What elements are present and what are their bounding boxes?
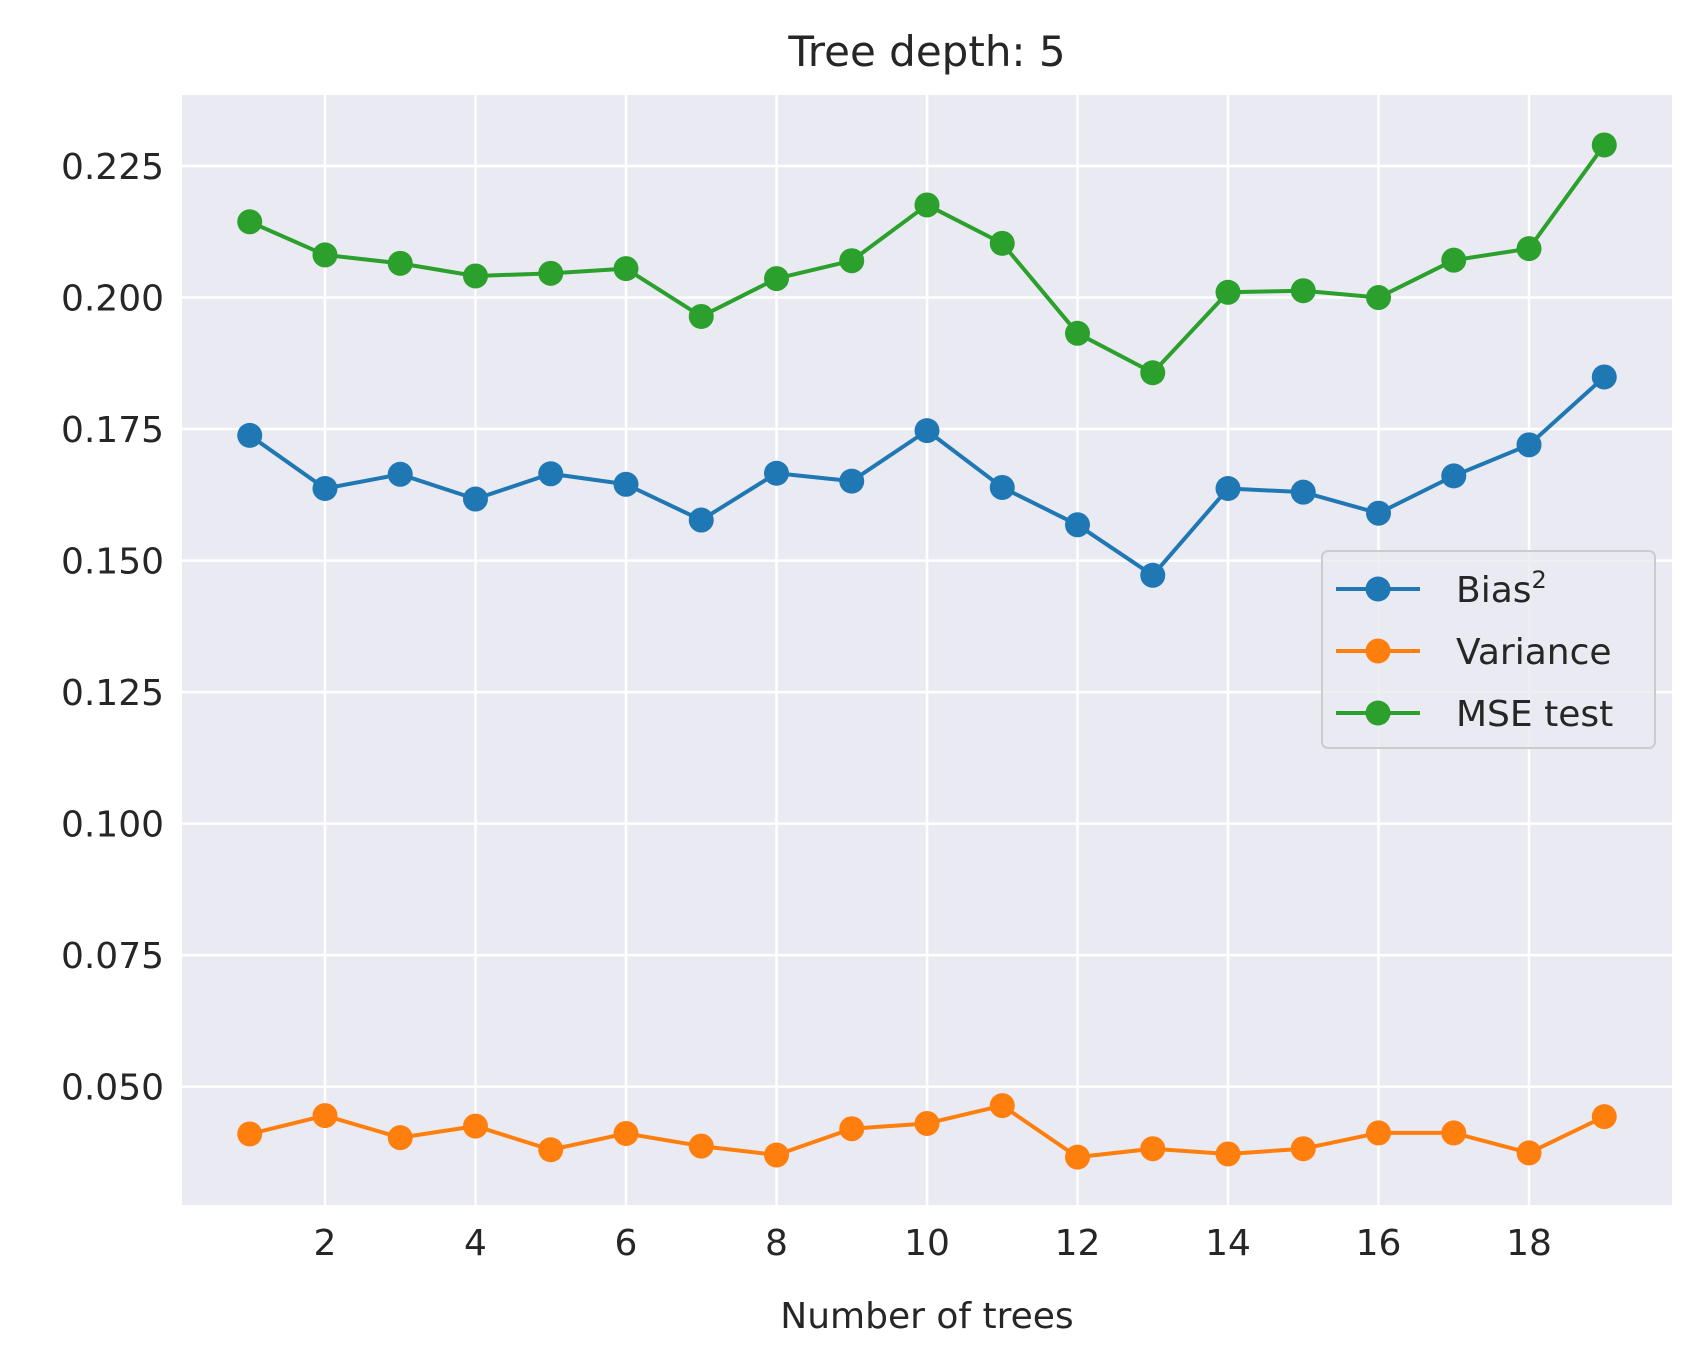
series-layer <box>237 132 1617 1170</box>
y-tick-label: 0.050 <box>61 1068 164 1109</box>
legend-superscript: 2 <box>1532 566 1547 594</box>
x-tick-label: 18 <box>1506 1223 1552 1264</box>
data-point <box>1516 1140 1542 1166</box>
data-point <box>763 1142 789 1168</box>
data-point <box>1140 562 1166 588</box>
tick-labels: 2 4 6 8 10 12 14 16 18 0.050 0.075 0.100 0.125 0.150 0… <box>61 147 1552 1264</box>
series-variance <box>237 1093 1617 1170</box>
data-point <box>688 507 714 533</box>
data-point <box>1290 1136 1316 1162</box>
data-point <box>538 461 564 487</box>
x-tick-label: 8 <box>765 1223 788 1264</box>
data-point <box>1215 279 1241 305</box>
data-point <box>1065 320 1091 346</box>
data-point <box>839 468 865 494</box>
series-mse-test <box>237 132 1617 386</box>
data-point <box>1591 132 1617 158</box>
y-tick-label: 0.150 <box>61 542 164 583</box>
x-tick-label: 12 <box>1055 1223 1101 1264</box>
data-point <box>989 474 1015 500</box>
data-point <box>237 422 263 448</box>
x-tick-label: 4 <box>464 1223 487 1264</box>
data-point <box>1065 1144 1091 1170</box>
data-point <box>1441 463 1467 489</box>
data-point <box>1290 278 1316 304</box>
data-point <box>1516 432 1542 458</box>
legend-box <box>1321 550 1656 749</box>
legend-item: Variance <box>1336 632 1612 673</box>
y-tick-label: 0.225 <box>61 147 164 188</box>
data-point <box>1140 1136 1166 1162</box>
data-point <box>613 471 639 497</box>
y-tick-label: 0.175 <box>61 410 164 451</box>
data-point <box>387 1125 413 1151</box>
data-point <box>312 475 338 501</box>
data-point <box>688 303 714 329</box>
data-point <box>312 242 338 268</box>
data-point <box>1366 500 1392 526</box>
data-point <box>462 486 488 512</box>
x-axis-label: Number of trees <box>780 1296 1073 1337</box>
data-point <box>613 256 639 282</box>
y-tick-label: 0.200 <box>61 279 164 320</box>
data-point <box>1290 479 1316 505</box>
legend-marker <box>1365 638 1391 664</box>
series-bias <box>237 364 1617 588</box>
data-point <box>1591 364 1617 390</box>
data-point <box>1516 236 1542 262</box>
legend-label: MSE test <box>1456 694 1613 735</box>
data-point <box>237 209 263 235</box>
data-point <box>1441 1120 1467 1146</box>
data-point <box>1366 285 1392 311</box>
data-point <box>1441 247 1467 273</box>
data-point <box>763 460 789 486</box>
data-point <box>312 1103 338 1129</box>
y-tick-label: 0.100 <box>61 805 164 846</box>
x-tick-label: 2 <box>314 1223 337 1264</box>
data-point <box>989 230 1015 256</box>
x-tick-label: 10 <box>904 1223 950 1264</box>
legend-marker <box>1365 576 1391 602</box>
data-point <box>914 1110 940 1136</box>
data-point <box>462 263 488 289</box>
x-tick-label: 14 <box>1205 1223 1251 1264</box>
data-point <box>914 192 940 218</box>
chart-title: Tree depth: 5 <box>787 27 1065 76</box>
x-tick-label: 6 <box>615 1223 638 1264</box>
data-point <box>763 266 789 292</box>
data-point <box>914 418 940 444</box>
y-tick-label: 0.125 <box>61 673 164 714</box>
data-point <box>1065 512 1091 538</box>
y-tick-label: 0.075 <box>61 936 164 977</box>
data-point <box>1591 1104 1617 1130</box>
legend-item: MSE test <box>1336 694 1613 735</box>
data-point <box>538 260 564 286</box>
data-point <box>538 1137 564 1163</box>
legend-label: Variance <box>1456 632 1612 673</box>
data-point <box>839 248 865 274</box>
data-point <box>462 1113 488 1139</box>
data-point <box>839 1116 865 1142</box>
data-point <box>387 461 413 487</box>
data-point <box>237 1121 263 1147</box>
x-tick-label: 16 <box>1356 1223 1402 1264</box>
data-point <box>1140 360 1166 386</box>
data-point <box>1215 1141 1241 1167</box>
data-point <box>613 1120 639 1146</box>
data-point <box>688 1133 714 1159</box>
data-point <box>387 250 413 276</box>
legend-marker <box>1365 700 1391 726</box>
data-point <box>989 1093 1015 1119</box>
data-point <box>1215 475 1241 501</box>
data-point <box>1366 1120 1392 1146</box>
